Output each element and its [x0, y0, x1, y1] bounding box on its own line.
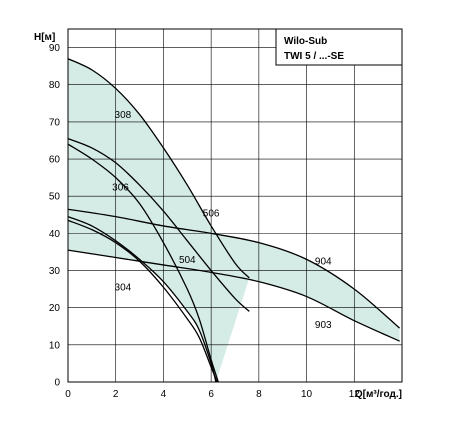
tick-labels: 0 2 4 6 8 10 12 0 10 20 30 40 50 60 70 80 90	[49, 43, 360, 400]
shaded-area-2	[68, 209, 400, 342]
x-tick-label: 8	[256, 389, 262, 400]
plot-frame	[67, 28, 403, 383]
curve-903	[67, 249, 400, 342]
x-tick-label: 10	[301, 389, 313, 400]
y-tick-label: 90	[49, 43, 61, 54]
curve-labels: 308 306 506 504 304 904 903	[112, 110, 332, 331]
title-box-frame	[275, 28, 403, 66]
curve-label-306: 306	[112, 182, 129, 193]
curve-308	[67, 58, 250, 279]
y-tick-label: 40	[49, 229, 61, 240]
curve-label-504: 504	[179, 255, 196, 266]
x-tick-label: 4	[161, 389, 167, 400]
y-tick-label: 20	[49, 303, 61, 314]
curves	[67, 58, 401, 383]
y-tick-label: 60	[49, 155, 61, 166]
y-tick-label: 80	[49, 80, 61, 91]
y-tick-label: 0	[54, 378, 60, 389]
curve-304	[67, 216, 217, 383]
curve-label-903: 903	[315, 320, 332, 331]
curve-506	[67, 143, 219, 383]
y-tick-label: 10	[49, 340, 61, 351]
chart-title-line-2: TWI 5 / ...-SE	[284, 51, 344, 62]
curve-306	[67, 138, 250, 312]
chart-title-line-1: Wilo-Sub	[284, 36, 327, 47]
shaded-areas	[68, 58, 400, 382]
shaded-area-1	[68, 58, 250, 382]
curve-label-308: 308	[115, 110, 132, 121]
curve-label-904: 904	[315, 257, 332, 268]
x-axis-label: Q[м³/год.]	[355, 389, 402, 400]
y-axis-label: H[м]	[34, 32, 55, 43]
curve-label-506: 506	[203, 208, 220, 219]
curve-904	[67, 208, 401, 329]
curve-504	[67, 219, 218, 383]
x-tick-label: 6	[208, 389, 214, 400]
title-box: Wilo-Sub TWI 5 / ...-SE	[275, 28, 403, 66]
y-tick-label: 70	[49, 117, 61, 128]
y-tick-label: 30	[49, 266, 61, 277]
x-tick-label: 12	[349, 389, 361, 400]
curve-label-304: 304	[115, 283, 132, 294]
y-tick-label: 50	[49, 192, 61, 203]
x-tick-label: 0	[65, 389, 71, 400]
x-tick-label: 2	[113, 389, 119, 400]
